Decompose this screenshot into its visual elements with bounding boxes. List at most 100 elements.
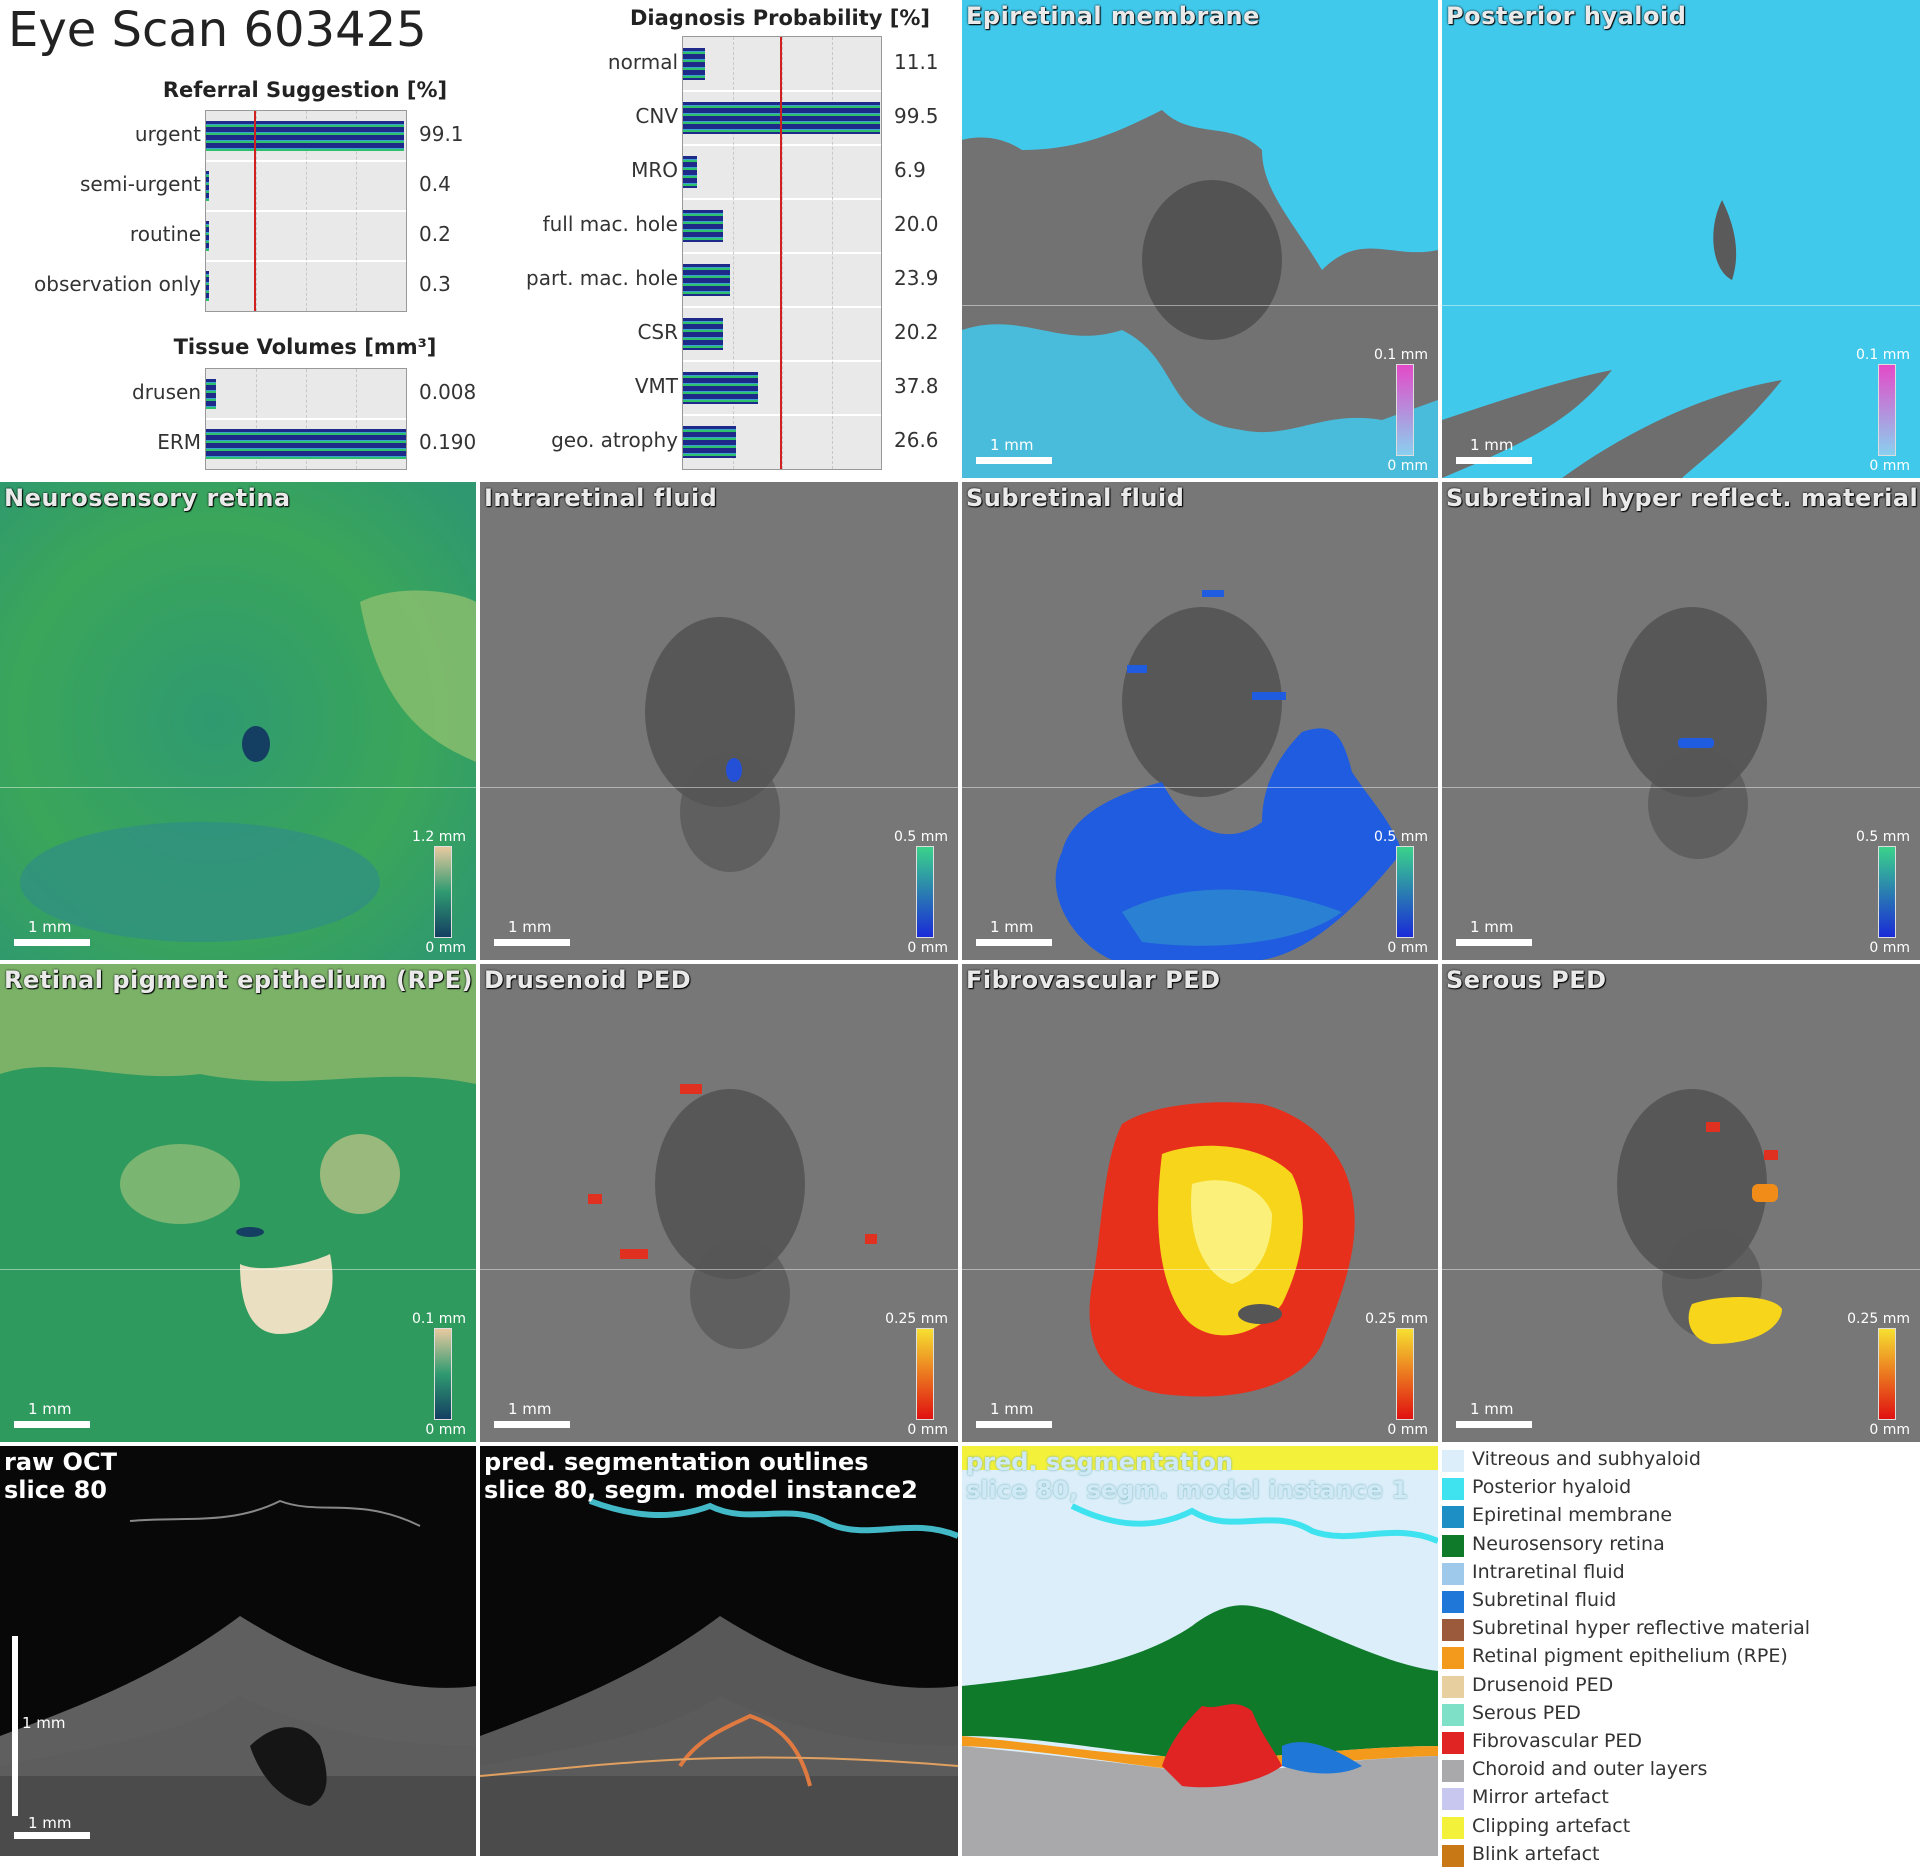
colorbar: [1878, 364, 1896, 456]
bar: [206, 379, 216, 409]
scale-bar: [1456, 939, 1532, 946]
legend-label: Drusenoid PED: [1472, 1673, 1614, 1696]
panel-label: Epiretinal membrane: [966, 2, 1260, 30]
colorbar-min: 0 mm: [907, 940, 948, 956]
panel-label: Serous PED: [1446, 966, 1607, 994]
scale-bar: [976, 457, 1052, 464]
bar-value: 0.3: [419, 272, 451, 296]
scale-bar: [14, 1421, 90, 1428]
grid-line: [256, 111, 257, 311]
vertical-scale-label: 1 mm: [22, 1714, 66, 1732]
legend-swatch: [1442, 1844, 1464, 1867]
scale-label: 1 mm: [1470, 918, 1514, 936]
legend-swatch: [1442, 1591, 1464, 1613]
raw-oct-image: [0, 1446, 476, 1856]
panel-raw-oct: raw OCT slice 80 1 mm 1 mm: [0, 1446, 476, 1856]
panel-fibrovascular-ped: Fibrovascular PED 0.25 mm 0 mm 1 mm: [962, 964, 1438, 1442]
scale-bar: [494, 939, 570, 946]
bar: [683, 263, 731, 297]
referral-title: Referral Suggestion [%]: [162, 78, 448, 102]
segmentation-outline-image: [480, 1446, 958, 1856]
colorbar-min: 0 mm: [1869, 1422, 1910, 1438]
colorbar-max: 0.25 mm: [1365, 1311, 1428, 1327]
legend-swatch: [1442, 1788, 1464, 1811]
legend-label: Clipping artefact: [1472, 1814, 1631, 1837]
threshold-line: [780, 37, 783, 469]
bar-value: 99.5: [894, 104, 939, 128]
colorbar-max: 0.1 mm: [412, 1311, 466, 1327]
colorbar-min: 0 mm: [1869, 458, 1910, 474]
legend-label: Vitreous and subhyaloid: [1472, 1448, 1701, 1470]
bar-label: MRO: [631, 158, 678, 182]
bar-label: observation only: [34, 272, 201, 296]
bar: [683, 47, 705, 81]
colorbar-min: 0 mm: [1387, 1422, 1428, 1438]
legend-swatch: [1442, 1534, 1464, 1557]
colorbar-max: 0.25 mm: [1847, 1311, 1910, 1327]
scale-label: 1 mm: [1470, 1400, 1514, 1418]
legend-label: Mirror artefact: [1472, 1786, 1609, 1809]
grid-line: [831, 37, 833, 469]
legend-swatch: [1442, 1562, 1464, 1585]
threshold-line: [254, 111, 256, 311]
grid-line: [356, 369, 357, 469]
bar: [683, 425, 736, 459]
legend-label: Intraretinal fluid: [1472, 1560, 1625, 1583]
plot-area: [682, 36, 882, 470]
legend-label: Fibrovascular PED: [1472, 1730, 1643, 1752]
panel-label: Drusenoid PED: [484, 966, 692, 994]
shrm-map: [1442, 482, 1920, 960]
bar-value: 20.0: [894, 212, 939, 236]
tissue-chart: drusen 0.008 ERM 0.190: [0, 368, 480, 470]
colorbar: [1396, 1328, 1414, 1420]
bar-label: VMT: [634, 374, 678, 398]
segmentation-label: pred. segmentation slice 80, segm. model…: [966, 1448, 1408, 1504]
epiretinal-map: [962, 0, 1438, 478]
colorbar-min: 0 mm: [1387, 458, 1428, 474]
bar-value: 99.1: [419, 122, 464, 146]
bar: [206, 429, 406, 459]
scale-label: 1 mm: [508, 918, 552, 936]
outline-label: pred. segmentation outlines slice 80, se…: [484, 1448, 918, 1504]
grid-line: [256, 369, 257, 469]
scale-bar: [1456, 457, 1532, 464]
legend-swatch: [1442, 1703, 1464, 1726]
legend-swatch: [1442, 1760, 1464, 1783]
segmentation-image: [962, 1446, 1438, 1856]
colorbar: [1878, 1328, 1896, 1420]
colorbar-min: 0 mm: [1869, 940, 1910, 956]
scale-label: 1 mm: [990, 1400, 1034, 1418]
colorbar-max: 1.2 mm: [412, 829, 466, 845]
legend-label: Blink artefact: [1472, 1842, 1600, 1865]
bar: [206, 271, 209, 301]
colorbar-min: 0 mm: [425, 940, 466, 956]
scale-label: 1 mm: [1470, 436, 1514, 454]
bar-value: 0.2: [419, 222, 451, 246]
colorbar: [1396, 364, 1414, 456]
panel-label: Neurosensory retina: [4, 484, 291, 512]
rpe-map: [0, 964, 476, 1442]
bar: [206, 221, 209, 251]
panel-epiretinal-membrane: Epiretinal membrane 0.1 mm 0 mm 1 mm: [962, 0, 1438, 478]
legend-label: Choroid and outer layers: [1472, 1758, 1708, 1781]
colorbar: [916, 846, 934, 938]
horizontal-scale-label: 1 mm: [28, 1814, 72, 1832]
grid-line: [782, 37, 783, 469]
scale-label: 1 mm: [990, 918, 1034, 936]
panel-label: Intraretinal fluid: [484, 484, 718, 512]
segmentation-slice: slice 80, segm. model instance 1: [966, 1476, 1409, 1504]
page-title: Eye Scan 603425: [8, 2, 427, 58]
bar-label: urgent: [134, 122, 201, 146]
bar-label: part. mac. hole: [526, 266, 678, 290]
grid-line: [732, 37, 734, 469]
panel-label: Fibrovascular PED: [966, 966, 1221, 994]
bar-label: geo. atrophy: [551, 428, 678, 452]
plot-area: [205, 110, 407, 312]
legend-label: Posterior hyaloid: [1472, 1476, 1632, 1499]
plot-area: [205, 368, 407, 470]
drusenoid-map: [480, 964, 958, 1442]
outline-title: pred. segmentation outlines: [484, 1448, 869, 1476]
panel-posterior-hyaloid: Posterior hyaloid 0.1 mm 0 mm 1 mm: [1442, 0, 1920, 478]
colorbar-min: 0 mm: [907, 1422, 948, 1438]
bar: [206, 171, 209, 201]
